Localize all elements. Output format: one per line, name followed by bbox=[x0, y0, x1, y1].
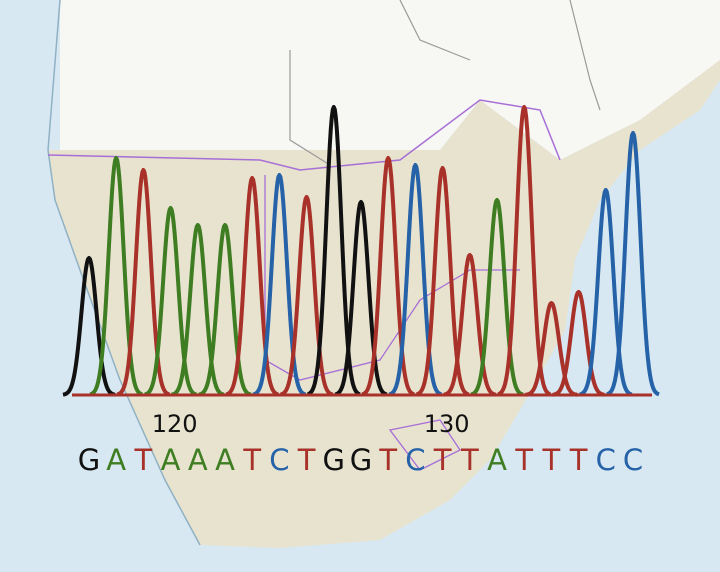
position-tick-label: 120 bbox=[152, 410, 198, 438]
peak-T-125 bbox=[279, 195, 334, 397]
peak-C-129 bbox=[388, 163, 443, 397]
peak-G-127 bbox=[334, 200, 388, 397]
base-call: T bbox=[569, 443, 588, 477]
peak-T-131 bbox=[442, 253, 497, 397]
peak-A-120 bbox=[143, 206, 198, 397]
peak-C-136 bbox=[578, 188, 633, 397]
base-call: C bbox=[623, 443, 643, 477]
peak-A-118 bbox=[89, 156, 144, 397]
peak-A-132 bbox=[470, 198, 524, 397]
base-call: G bbox=[78, 443, 100, 477]
base-call: C bbox=[269, 443, 289, 477]
peak-T-133 bbox=[497, 105, 552, 397]
base-call: G bbox=[323, 443, 345, 477]
base-call: A bbox=[188, 443, 208, 477]
land-north bbox=[60, 0, 720, 160]
base-call: T bbox=[242, 443, 261, 477]
position-tick-label: 130 bbox=[424, 410, 470, 438]
base-call: C bbox=[405, 443, 425, 477]
peak-A-121 bbox=[170, 223, 225, 397]
base-call: G bbox=[350, 443, 372, 477]
base-call: C bbox=[596, 443, 616, 477]
peak-A-122 bbox=[198, 223, 252, 397]
peak-C-124 bbox=[252, 173, 307, 397]
land-south bbox=[48, 60, 720, 548]
base-call: T bbox=[460, 443, 479, 477]
peak-C-137 bbox=[606, 131, 660, 397]
peak-T-123 bbox=[225, 176, 280, 397]
peak-T-134 bbox=[524, 301, 579, 397]
west-coastline bbox=[47, 0, 201, 546]
peak-T-135 bbox=[551, 290, 606, 397]
base-call: T bbox=[378, 443, 397, 477]
peak-T-128 bbox=[361, 156, 416, 397]
base-call: T bbox=[433, 443, 452, 477]
base-call: A bbox=[106, 443, 126, 477]
base-call: T bbox=[514, 443, 533, 477]
peak-G-117 bbox=[62, 256, 116, 397]
base-call: A bbox=[215, 443, 235, 477]
peak-T-119 bbox=[116, 168, 171, 397]
peak-G-126 bbox=[306, 105, 361, 397]
peak-T-130 bbox=[415, 166, 470, 397]
country-border bbox=[47, 99, 561, 171]
base-call: T bbox=[542, 443, 561, 477]
base-call: A bbox=[487, 443, 507, 477]
base-call: T bbox=[297, 443, 316, 477]
country-border bbox=[289, 0, 601, 166]
base-call: A bbox=[161, 443, 181, 477]
base-call: T bbox=[134, 443, 153, 477]
